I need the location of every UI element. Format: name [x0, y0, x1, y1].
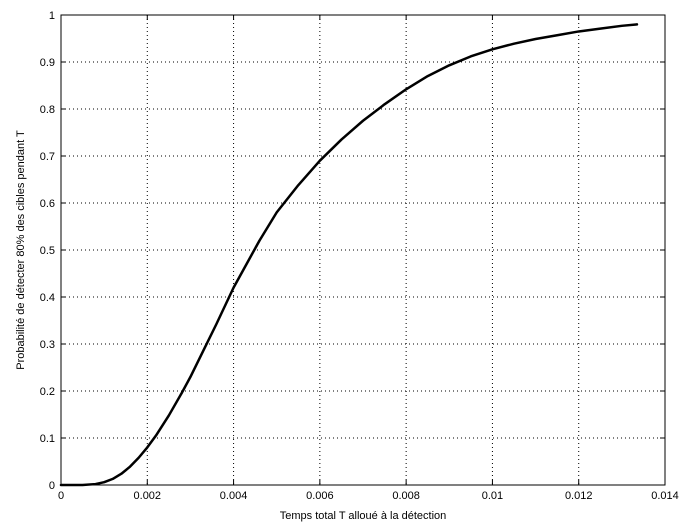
y-tick-label: 0	[49, 480, 55, 492]
y-tick-label: 0.7	[40, 151, 55, 163]
x-tick-label: 0.01	[482, 490, 503, 502]
x-tick-label: 0.004	[220, 490, 248, 502]
x-tick-label: 0.002	[134, 490, 162, 502]
y-tick-label: 0.5	[40, 245, 55, 257]
y-axis-label: Probabilité de détecter 80% des cibles p…	[15, 130, 27, 370]
y-tick-label: 0.4	[40, 292, 55, 304]
y-tick-label: 0.2	[40, 386, 55, 398]
series-line	[59, 23, 639, 487]
y-tick-label: 0.3	[40, 339, 55, 351]
x-tick-label: 0.006	[306, 490, 334, 502]
grid	[61, 15, 665, 485]
y-tick-label: 0.8	[40, 104, 55, 116]
series-layer	[59, 23, 639, 487]
ticks: 0 0.002 0.004 0.006 0.008 0.01 0.012 0.014 0 0.1 0…	[40, 10, 679, 502]
x-tick-label: 0.008	[392, 490, 420, 502]
x-tick-label: 0.014	[651, 490, 679, 502]
y-tick-label: 0.9	[40, 57, 55, 69]
y-tick-label: 0.6	[40, 198, 55, 210]
x-axis-label: Temps total T alloué à la détection	[280, 510, 447, 522]
x-tick-label: 0.012	[565, 490, 593, 502]
y-tick-label: 1	[49, 10, 55, 22]
y-tick-label: 0.1	[40, 433, 55, 445]
plot-area-frame	[60, 14, 666, 486]
x-tick-label: 0	[58, 490, 64, 502]
